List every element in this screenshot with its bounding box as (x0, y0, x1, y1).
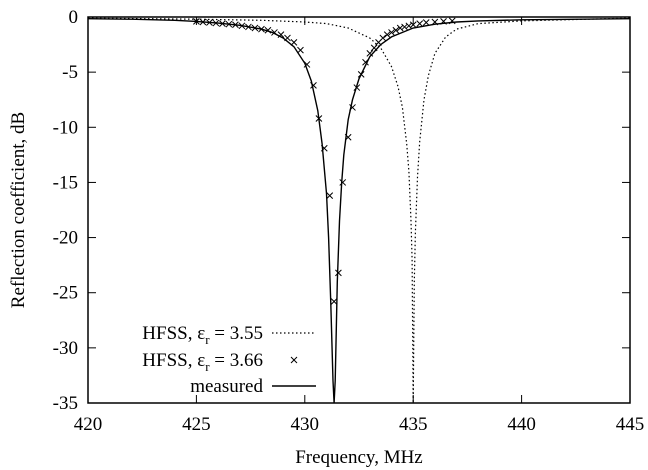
legend-sample-marker (290, 356, 298, 364)
x-tick-label: 445 (616, 414, 645, 435)
y-tick-label: -5 (62, 62, 78, 83)
data-point-marker (422, 19, 430, 26)
y-tick-label: -10 (53, 117, 78, 138)
y-axis-ticks: 0 -5 -10 -15 -20 -25 -30 -35 (53, 7, 630, 414)
data-point-marker (401, 23, 408, 31)
data-point-marker (277, 31, 285, 38)
x-tick-label: 425 (182, 414, 211, 435)
data-point-marker (388, 29, 395, 36)
series-measured-line (87, 18, 631, 404)
data-point-marker (339, 179, 347, 186)
plot-frame (87, 16, 631, 404)
data-point-marker (379, 34, 387, 42)
data-point-marker (335, 269, 342, 277)
legend-label: HFSS, εr = 3.66 (142, 350, 263, 374)
data-point-marker (330, 298, 338, 305)
y-axis-label: Reflection coefficient, dB (8, 112, 29, 308)
x-axis-ticks: 420 425 430 435 440 445 (74, 17, 645, 435)
legend-label: measured (190, 376, 263, 397)
data-point-marker (409, 21, 417, 29)
x-tick-label: 435 (399, 414, 428, 435)
x-axis-label: Frequency, MHz (295, 447, 423, 468)
y-tick-label: -15 (53, 172, 78, 193)
legend-entry: HFSS, εr = 3.66 (142, 350, 298, 374)
series-hfss-355-line (87, 17, 631, 404)
y-tick-label: -35 (53, 393, 78, 414)
axes: 420 425 430 435 440 445 0 -5 -10 -15 -20 -25 -30 -35… (8, 7, 644, 468)
y-tick-label: -30 (53, 338, 78, 359)
data-point-marker (383, 31, 391, 38)
legend-entry: measured (190, 376, 316, 397)
x-tick-label: 430 (291, 414, 320, 435)
x-tick-label: 420 (74, 414, 103, 435)
legend-entry: HFSS, εr = 3.55 (142, 323, 316, 347)
data-point-marker (416, 20, 424, 27)
data-point-marker (392, 26, 400, 34)
series-layer (87, 17, 631, 404)
data-point-marker (405, 22, 413, 30)
y-tick-label: -20 (53, 228, 78, 249)
data-point-marker (297, 46, 304, 54)
y-tick-label: 0 (69, 7, 79, 28)
legend-label: HFSS, εr = 3.55 (142, 323, 263, 347)
data-point-marker (326, 192, 334, 200)
data-point-marker (396, 24, 404, 32)
x-tick-label: 440 (507, 414, 536, 435)
y-tick-label: -25 (53, 283, 78, 304)
